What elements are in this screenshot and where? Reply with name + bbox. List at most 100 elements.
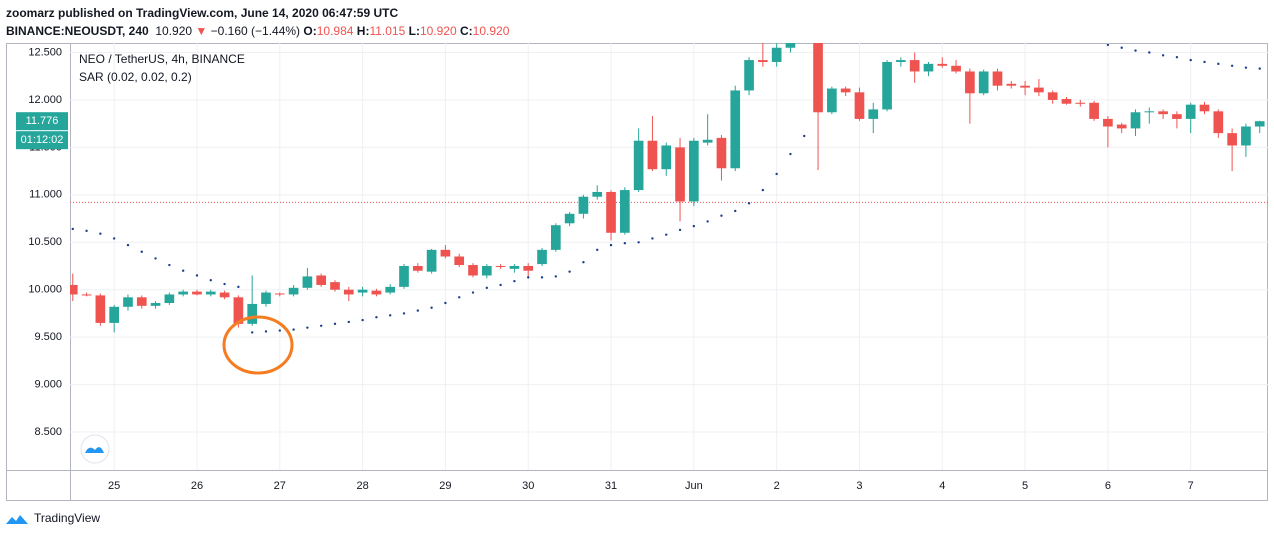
countdown-badge — [16, 131, 68, 150]
last-price-badge — [16, 112, 68, 131]
candle-body — [758, 60, 768, 62]
candle-body — [357, 289, 368, 293]
candle-body — [633, 140, 644, 191]
chart-frame — [6, 43, 1268, 501]
o: 10.984 — [316, 24, 354, 38]
candle-body — [330, 282, 340, 290]
sar-dot — [1217, 62, 1220, 66]
header: zoomarz published on TradingView.com, Ju… — [6, 4, 509, 40]
candle-body — [440, 249, 451, 257]
sar-dot — [361, 318, 364, 322]
candle-body — [730, 90, 741, 169]
sar-dot — [195, 274, 199, 277]
y-tick-label: 8.500 — [34, 426, 62, 438]
o-label: O: — [303, 24, 317, 38]
sar-dot — [402, 312, 406, 315]
candle-body — [937, 63, 948, 66]
sar-dot — [609, 243, 613, 247]
candle-body — [1158, 111, 1168, 115]
sar-dot — [99, 232, 102, 235]
sar-dot — [1106, 43, 1110, 47]
sar-dot — [582, 260, 585, 264]
sar-dot — [292, 328, 295, 331]
sar-dot — [499, 283, 502, 287]
sar-dot — [734, 209, 737, 213]
brand-logo — [6, 515, 28, 524]
candle-body — [978, 71, 989, 94]
x-tick-label: 4 — [939, 480, 945, 492]
sar-dot — [540, 276, 544, 279]
sar-dot — [513, 279, 516, 283]
candle-body — [523, 265, 534, 271]
sar-dot — [71, 227, 74, 231]
sar-dot — [789, 152, 792, 156]
sar-dot — [458, 296, 461, 299]
y-tick-label: 12.500 — [28, 46, 62, 58]
candle-body — [385, 286, 396, 293]
candle-body — [661, 145, 672, 170]
sar-dot — [1258, 67, 1261, 70]
candle-body — [481, 265, 492, 276]
c-label: C: — [460, 24, 473, 38]
sar-dot — [333, 322, 337, 326]
logo-badge — [80, 434, 110, 464]
candle-body — [1006, 83, 1017, 86]
candle-body — [81, 294, 92, 296]
last: 10.920 — [155, 24, 193, 38]
sar-dot — [126, 243, 130, 247]
publisher-line: zoomarz published on TradingView.com, Ju… — [6, 4, 509, 22]
y-tick-label: 9.000 — [34, 379, 62, 391]
symbol: BINANCE:NEOUSDT, 240 — [6, 24, 149, 38]
sar-dot — [237, 285, 240, 289]
candle-body — [785, 43, 796, 48]
candle-body — [509, 265, 520, 269]
x-tick-label: 28 — [356, 480, 368, 492]
candle-body — [909, 60, 920, 72]
sar-dot — [678, 228, 682, 232]
sar-dot — [1120, 46, 1123, 49]
candle-body — [261, 292, 271, 304]
y-tick-label: 10.000 — [28, 284, 62, 296]
sar-dot — [1161, 54, 1165, 57]
x-tick-label: 2 — [774, 480, 780, 492]
y-tick-label: 12.000 — [28, 94, 62, 106]
candle-body — [1172, 114, 1182, 119]
candle-body — [302, 276, 313, 288]
candle-body — [468, 265, 478, 276]
sar-dot — [181, 269, 185, 272]
candle-body — [178, 291, 189, 295]
chart-title: NEO / TetherUS, 4h, BINANCE — [79, 52, 245, 66]
sar-dot — [278, 329, 281, 332]
c: 10.920 — [472, 24, 510, 38]
x-tick-label: 6 — [1105, 480, 1111, 492]
candle-body — [1213, 111, 1224, 134]
sar-dot — [720, 214, 723, 217]
l-label: L: — [408, 24, 420, 38]
candle-body — [799, 34, 809, 36]
candle-body — [247, 303, 258, 324]
candle-body — [109, 306, 119, 323]
candle-body — [647, 140, 658, 170]
candle-body — [1185, 104, 1196, 119]
sar-dot — [747, 202, 751, 205]
sar-dot — [596, 248, 599, 252]
sar-dot — [140, 250, 143, 253]
labels: 8.5009.0009.50010.00010.50011.00011.5001… — [16, 46, 1194, 492]
candle-body — [1227, 133, 1237, 146]
candle-body — [205, 291, 216, 295]
candle-body — [1075, 102, 1086, 104]
candle-body — [1103, 118, 1113, 127]
candle-body — [343, 289, 354, 295]
y-tick-label: 10.500 — [28, 236, 62, 248]
sar-dot — [112, 237, 116, 240]
candle-body — [868, 109, 879, 119]
sar-dot — [1189, 58, 1192, 62]
sar-dot — [637, 241, 640, 244]
candle-body — [1020, 85, 1030, 88]
sar-dot — [568, 270, 571, 273]
candle-body — [1144, 111, 1155, 113]
sar-dot — [306, 326, 309, 329]
x-tick-label: 29 — [439, 480, 451, 492]
indicator-label: SAR (0.02, 0.02, 0.2) — [79, 70, 192, 84]
